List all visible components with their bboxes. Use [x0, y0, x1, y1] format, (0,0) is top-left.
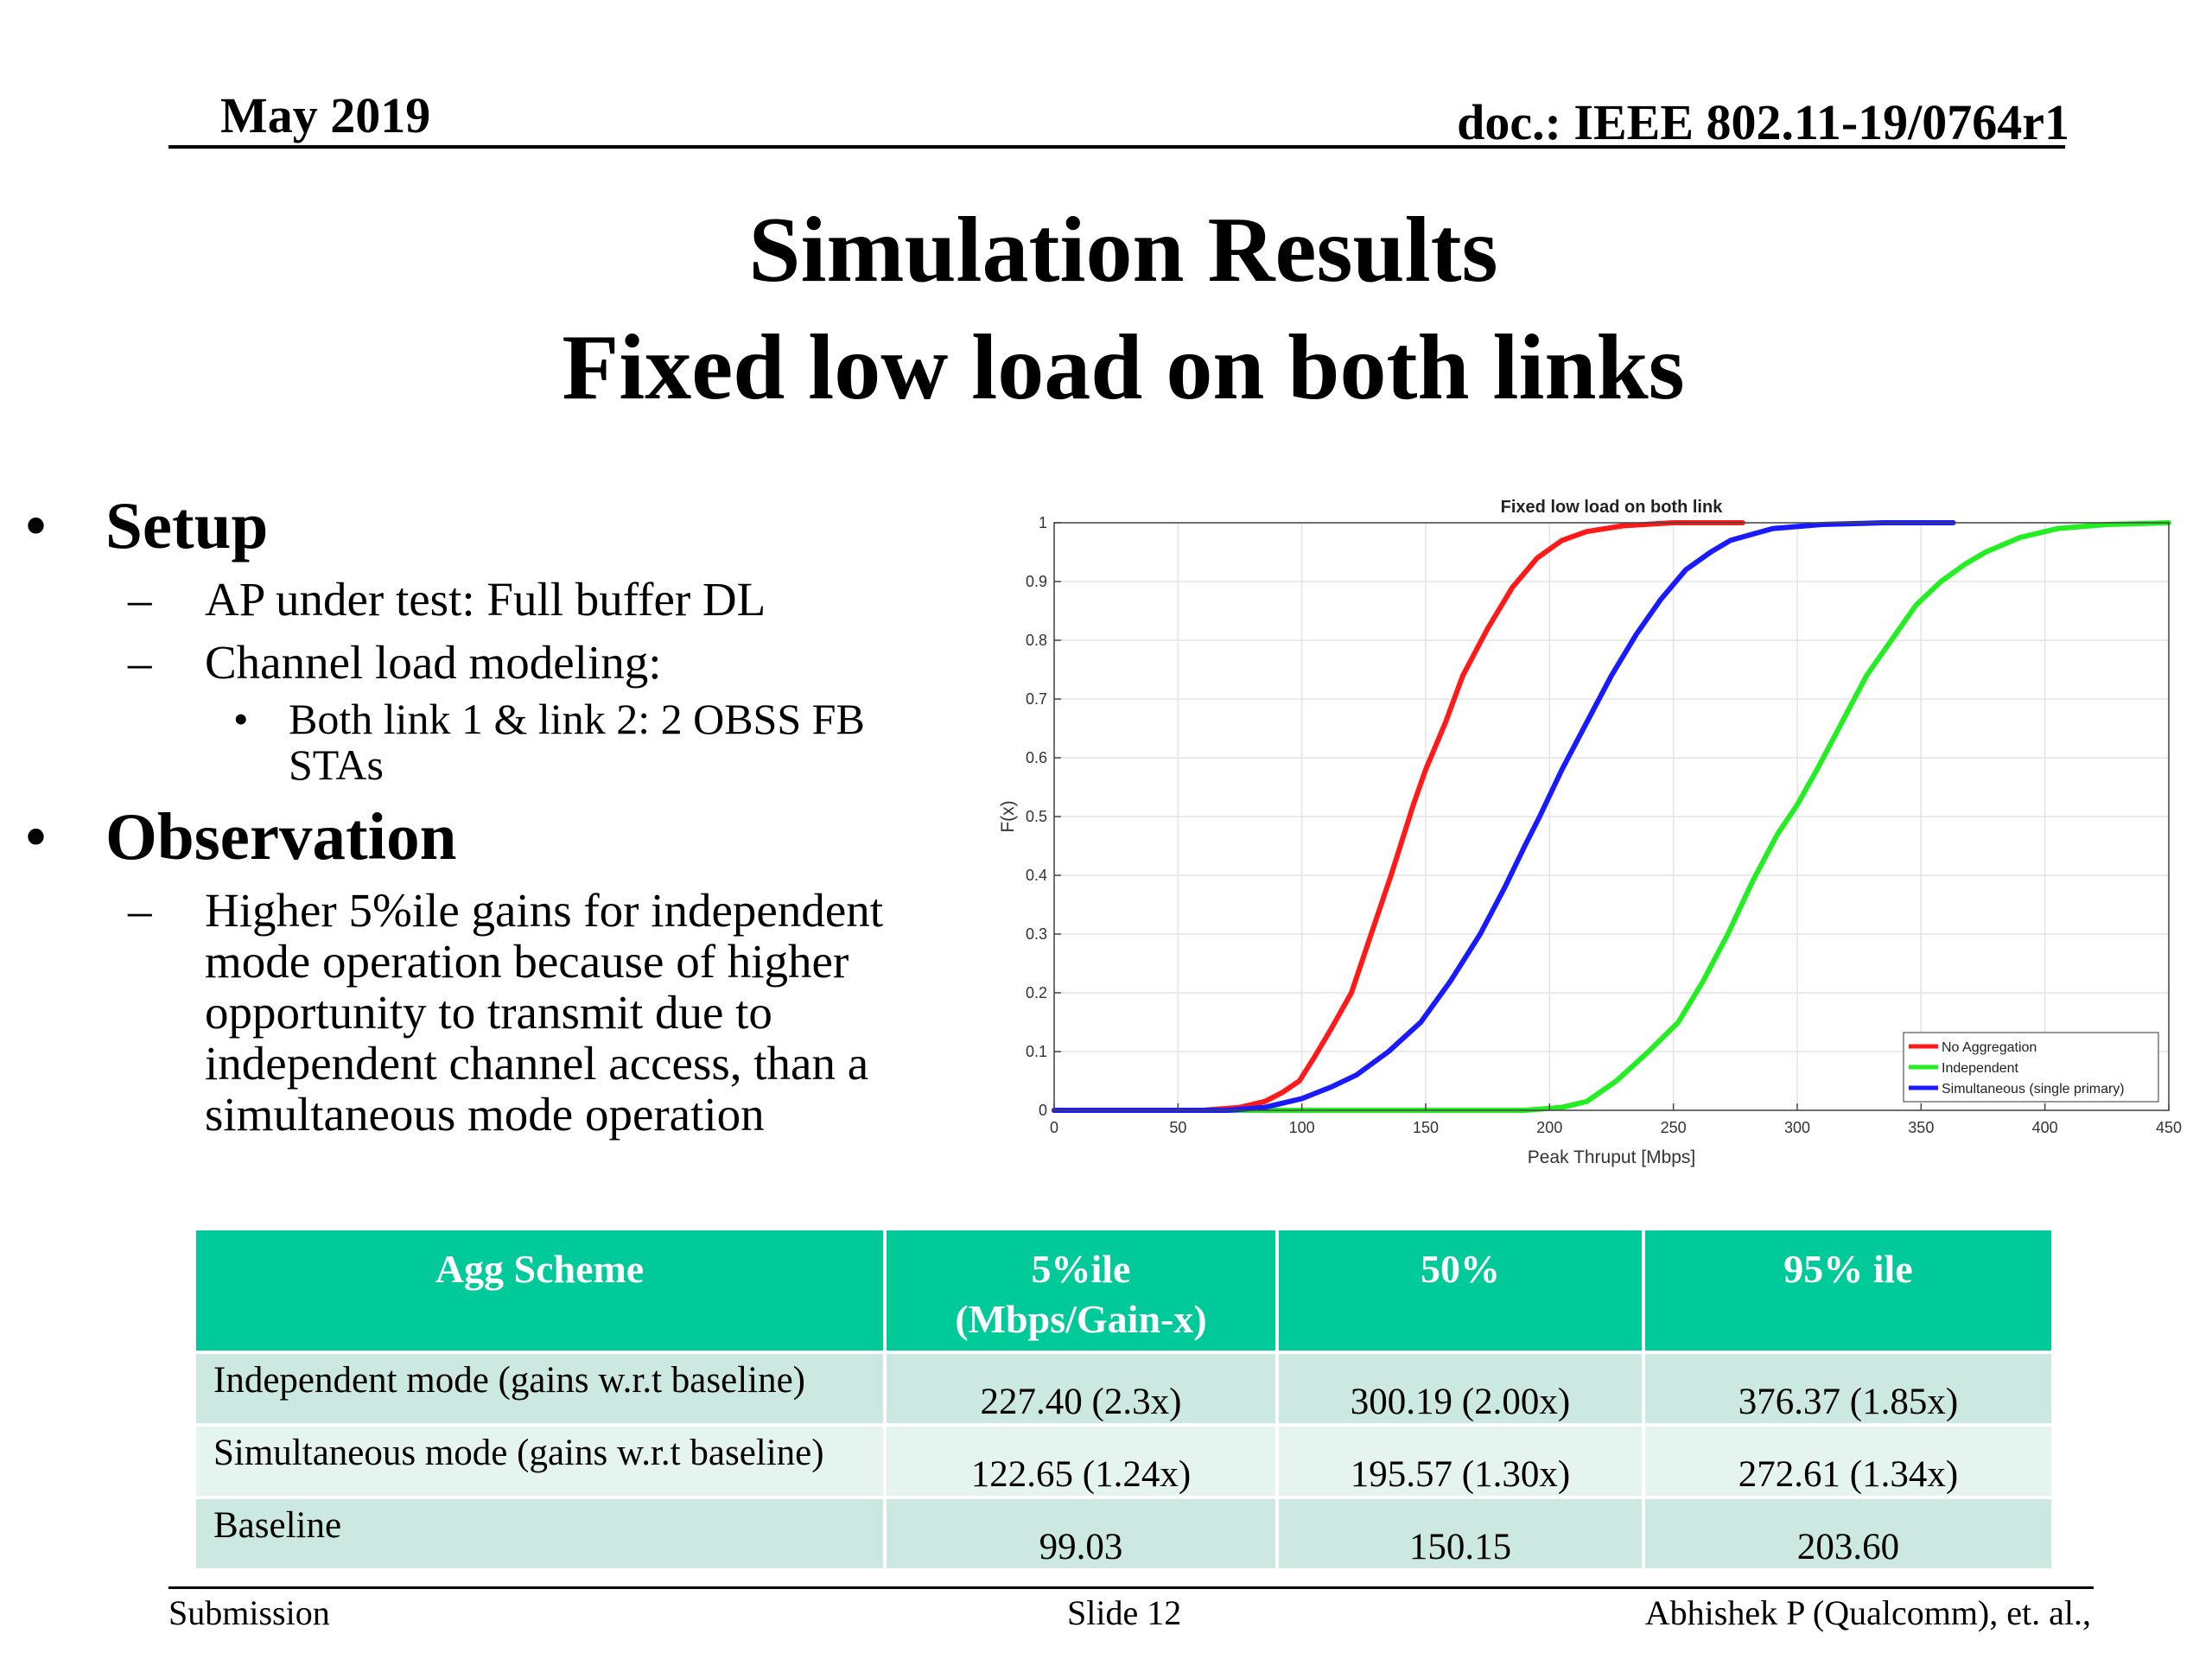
- y-tick-label: 0.6: [1026, 749, 1047, 766]
- chart-legend: No Aggregation Independent Simultaneous (s…: [1903, 1032, 2159, 1103]
- x-tick-label: 200: [1536, 1119, 1562, 1136]
- observation-line-1: Higher 5%ile gains for independent: [205, 884, 884, 937]
- row-p5: 99.03: [887, 1499, 1275, 1568]
- series-line-1: [1052, 520, 1745, 1113]
- sub-bullet-observation: – Higher 5%ile gains for independent mod…: [17, 885, 994, 1140]
- legend-entry: Independent: [1942, 1061, 2019, 1076]
- dash-marker: –: [128, 636, 152, 689]
- sub-sub-bullet-links-line1: Both link 1 & link 2: 2 OBSS FB: [289, 695, 865, 743]
- x-tick-label: 100: [1289, 1119, 1315, 1136]
- row-p5: 122.65 (1.24x): [887, 1427, 1275, 1496]
- y-tick-label: 0.4: [1026, 867, 1047, 884]
- x-tick-label: 350: [1908, 1119, 1934, 1136]
- legend-entry: No Aggregation: [1942, 1040, 2037, 1055]
- slide-title-line1: Simulation Results: [748, 199, 1498, 302]
- bullet-observation: Observation: [17, 795, 994, 878]
- row-p95: 272.61 (1.34x): [1645, 1427, 2051, 1496]
- row-p50: 300.19 (2.00x): [1279, 1354, 1642, 1423]
- row-p95: 203.60: [1645, 1499, 2051, 1568]
- table-row: Simultaneous mode (gains w.r.t baseline)…: [196, 1427, 2051, 1496]
- x-tick-label: 0: [1050, 1119, 1058, 1136]
- chart-series: [1052, 520, 2171, 1113]
- chart-grid: [1053, 522, 2170, 1111]
- header-5-percentile: 5%ile (Mbps/Gain-x): [887, 1230, 1275, 1351]
- x-tick-label: 300: [1784, 1119, 1810, 1136]
- row-p5: 227.40 (2.3x): [887, 1354, 1275, 1423]
- results-table: Agg Scheme 5%ile (Mbps/Gain-x) 50% 95% i…: [193, 1227, 2055, 1572]
- header-95-percentile: 95% ile: [1645, 1230, 2051, 1351]
- header-50-percentile: 50%: [1279, 1230, 1642, 1351]
- header-5-percentile-line2: (Mbps/Gain-x): [955, 1297, 1207, 1341]
- legend-entry: Simultaneous (single primary): [1942, 1082, 2125, 1096]
- footer-divider: [168, 1586, 2094, 1589]
- x-tick-label: 400: [2032, 1119, 2058, 1136]
- bullet-setup: Setup: [17, 484, 994, 567]
- row-p95: 376.37 (1.85x): [1645, 1354, 2051, 1423]
- header-date: May 2019: [220, 87, 431, 143]
- x-axis-label: Peak Thruput [Mbps]: [1528, 1147, 1696, 1167]
- table-row: Baseline 99.03 150.15 203.60: [196, 1499, 2051, 1568]
- legend-box: [1903, 1032, 2159, 1103]
- y-tick-label: 0: [1039, 1102, 1047, 1119]
- series-line-2: [1052, 520, 2171, 1113]
- observation-line-3: opportunity to transmit due to: [205, 986, 772, 1039]
- y-axis-label: F(x): [998, 800, 1018, 832]
- row-name: Simultaneous mode (gains w.r.t baseline): [196, 1427, 883, 1496]
- footer-author: Abhishek P (Qualcomm), et. al.,: [1644, 1593, 2091, 1632]
- sub-sub-bullet-links: Both link 1 & link 2: 2 OBSS FB STAs: [17, 696, 994, 788]
- table-row: Independent mode (gains w.r.t baseline) …: [196, 1354, 2051, 1423]
- x-tick-label: 150: [1413, 1119, 1439, 1136]
- y-tick-label: 0.3: [1026, 925, 1047, 943]
- sub-bullet-ap: – AP under test: Full buffer DL: [17, 574, 994, 625]
- footer-submission: Submission: [168, 1593, 330, 1632]
- chart-title: Fixed low load on both link: [1501, 498, 1724, 517]
- slide-title-line2: Fixed low load on both links: [562, 316, 1685, 419]
- sub-bullet-channel: – Channel load modeling:: [17, 637, 994, 688]
- chart-ticks: 0 50 100 150 200 250 300 350 400 450 0 0.1 0.2 0.3 0.4…: [1026, 514, 2182, 1136]
- observation-line-2: mode operation because of higher: [205, 935, 849, 988]
- row-p50: 150.15: [1279, 1499, 1642, 1568]
- sub-sub-bullet-links-line2: STAs: [289, 741, 384, 789]
- footer-slide-number: Slide 12: [1067, 1593, 1182, 1632]
- sub-bullet-ap-text: AP under test: Full buffer DL: [205, 573, 766, 626]
- y-tick-label: 0.7: [1026, 690, 1047, 708]
- header-divider: [168, 145, 2065, 149]
- y-tick-label: 0.5: [1026, 808, 1047, 825]
- header-agg-scheme: Agg Scheme: [196, 1230, 883, 1351]
- observation-line-5: simultaneous mode operation: [205, 1088, 765, 1141]
- y-tick-label: 0.2: [1026, 984, 1047, 1001]
- y-tick-label: 0.1: [1026, 1043, 1047, 1060]
- cdf-chart-svg: Fixed low load on both link 0 50 100 150 200…: [998, 498, 2182, 1167]
- x-tick-label: 450: [2156, 1119, 2182, 1136]
- series-line-3: [1052, 520, 1956, 1113]
- slide-title: Simulation Results Fixed low load on bot…: [0, 192, 2212, 427]
- y-tick-label: 0.9: [1026, 573, 1047, 590]
- observation-line-4: independent channel access, than a: [205, 1037, 869, 1090]
- header-doc-id: doc.: IEEE 802.11-19/0764r1: [1457, 94, 2069, 150]
- y-tick-label: 1: [1039, 514, 1047, 531]
- sub-bullet-channel-text: Channel load modeling:: [205, 636, 662, 689]
- row-name: Independent mode (gains w.r.t baseline): [196, 1354, 883, 1423]
- header-5-percentile-line1: 5%ile: [1031, 1247, 1131, 1291]
- x-tick-label: 50: [1169, 1119, 1186, 1136]
- bullet-list: Setup –AP under test: Full buffer DL –Ch…: [17, 484, 994, 1140]
- row-name: Baseline: [196, 1499, 883, 1568]
- dash-marker: –: [128, 884, 152, 937]
- dash-marker: –: [128, 573, 152, 626]
- table-header-row: Agg Scheme 5%ile (Mbps/Gain-x) 50% 95% i…: [196, 1230, 2051, 1351]
- cdf-chart: Fixed low load on both link 0 50 100 150 200…: [998, 488, 2182, 1179]
- row-p50: 195.57 (1.30x): [1279, 1427, 1642, 1496]
- x-tick-label: 250: [1661, 1119, 1687, 1136]
- y-tick-label: 0.8: [1026, 632, 1047, 649]
